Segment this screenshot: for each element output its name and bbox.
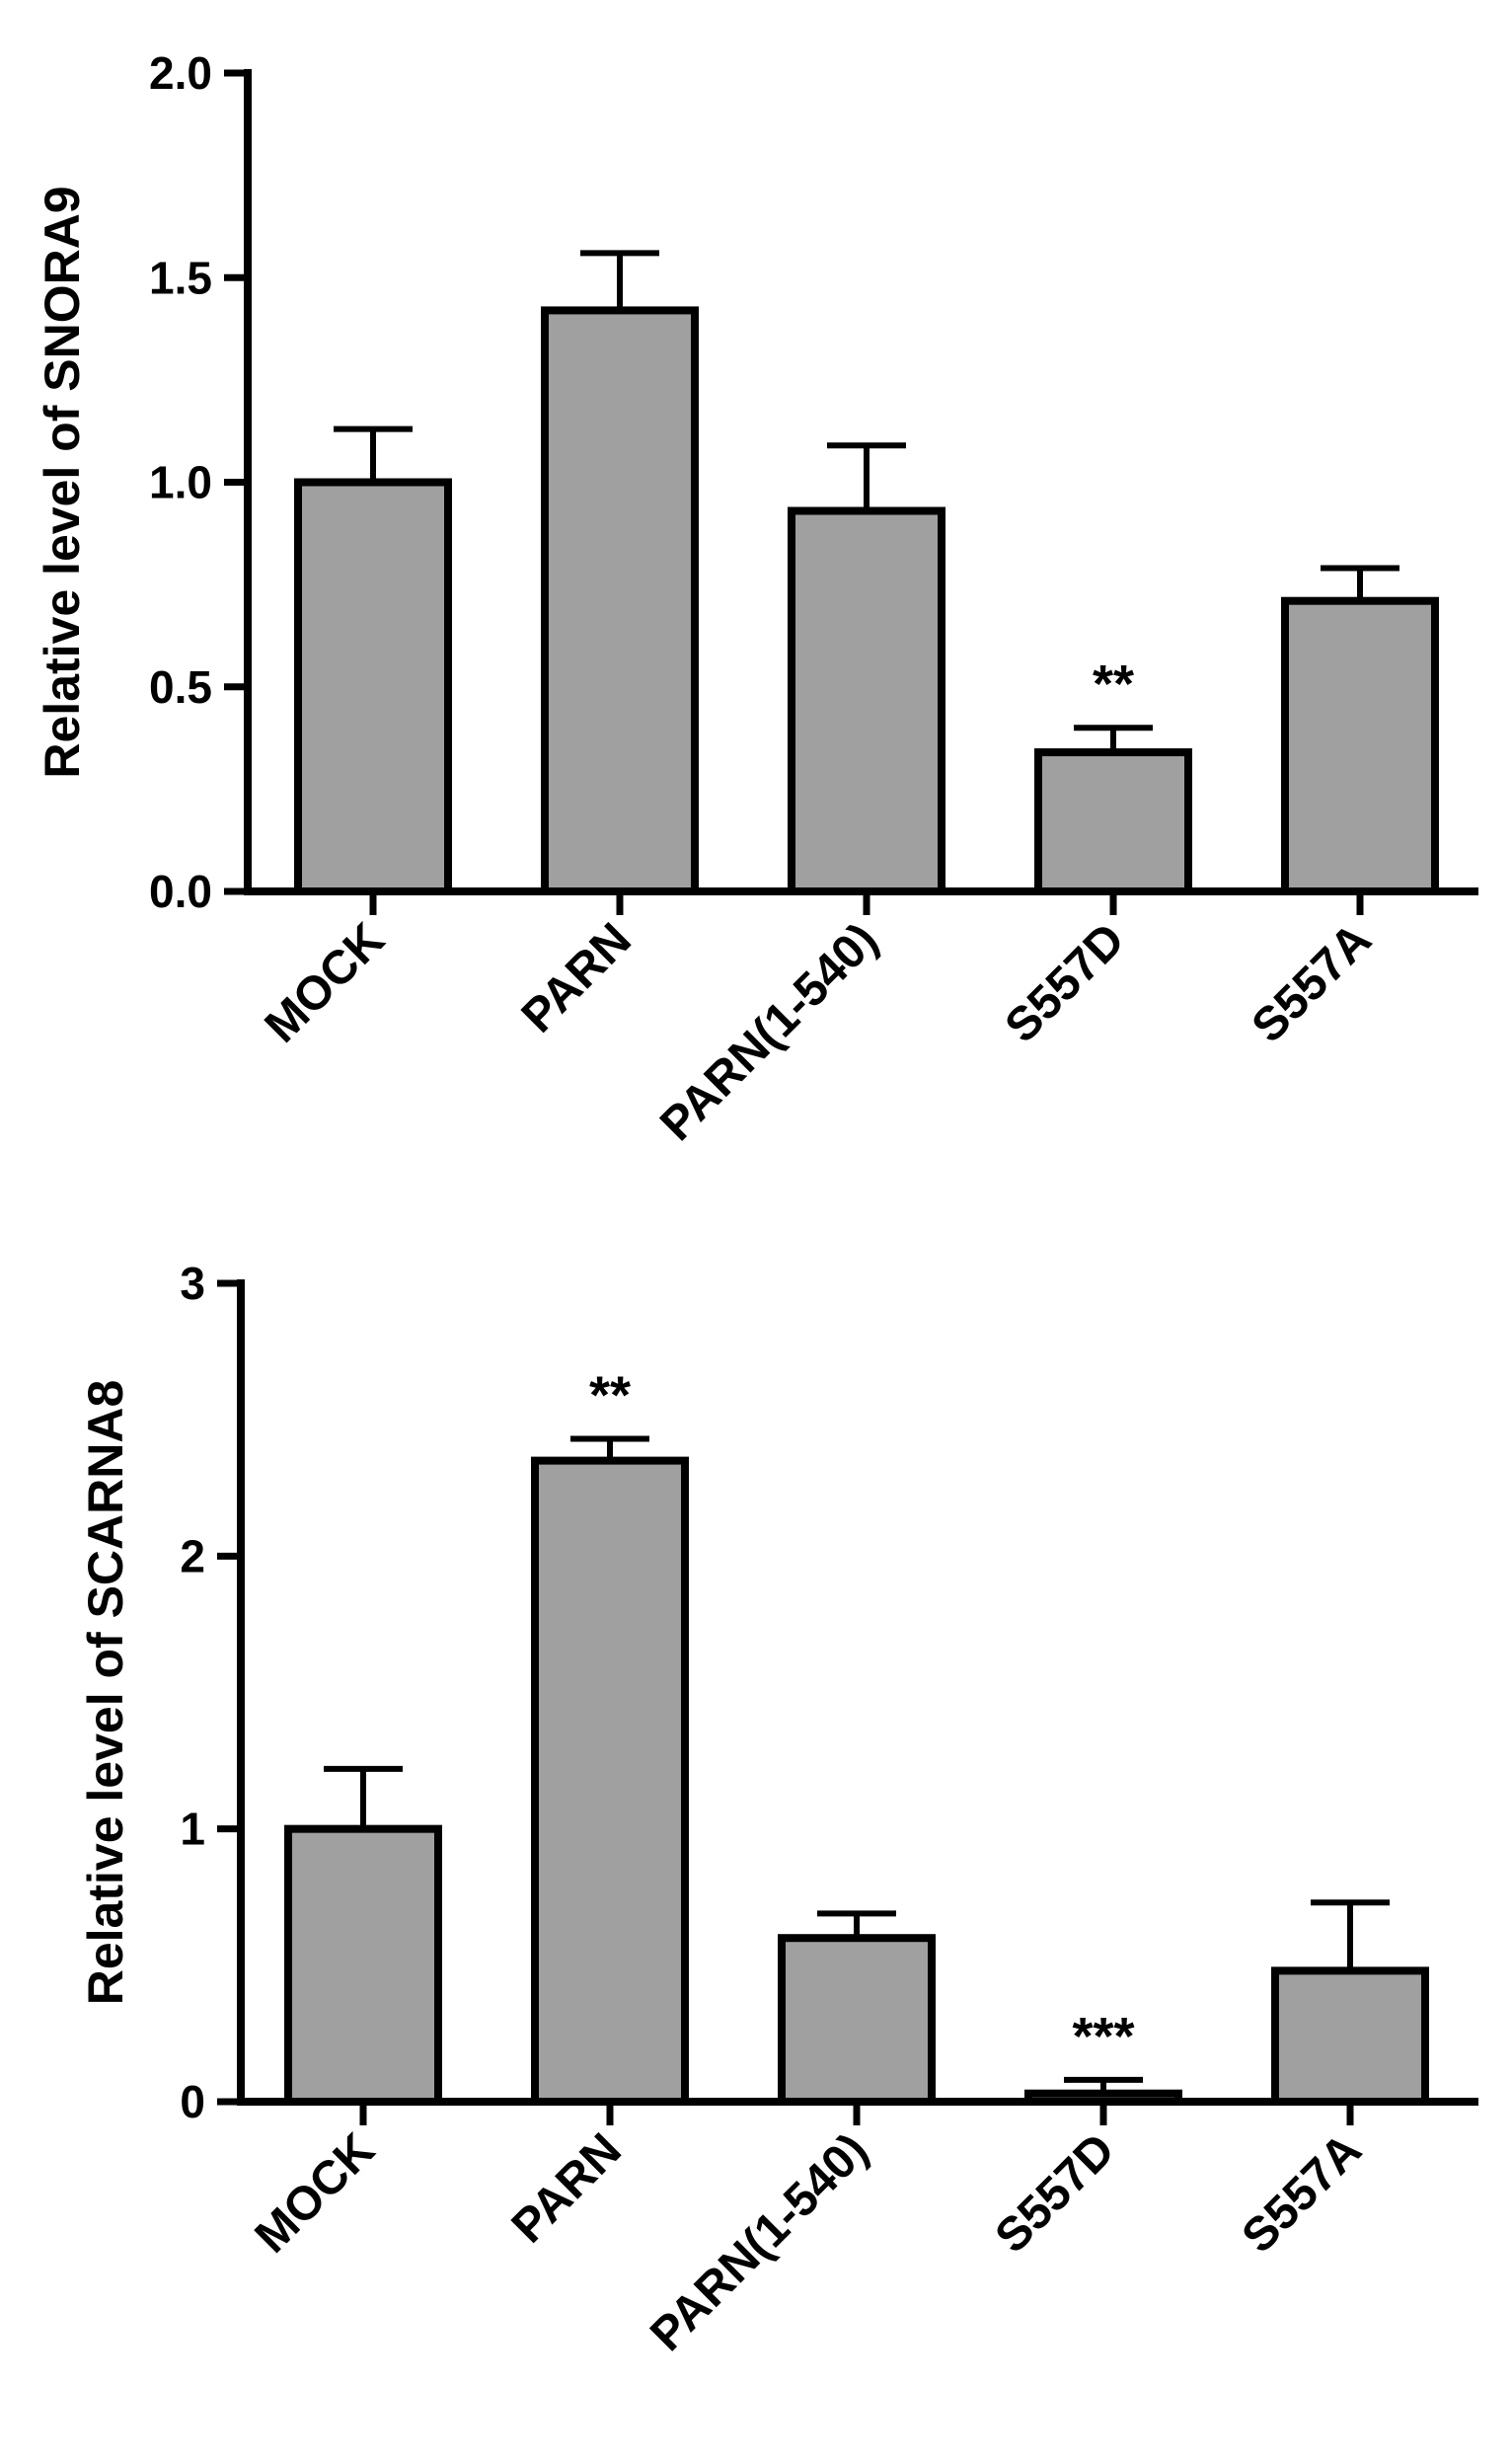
bar-4 [1281,596,1439,896]
x-tick-label-3: S557D [996,913,1135,1052]
x-tick-label-1: PARN [512,913,642,1042]
x-tick-label-2: PARN(1-540) [650,913,888,1151]
significance-label-3: *** [1072,2007,1134,2066]
x-tick-label-2: PARN(1-540) [641,2123,878,2361]
x-tick-label-4: S557A [1233,2123,1372,2263]
bar-1 [531,1456,689,2107]
y-tick-label-3: 1.5 [149,252,212,303]
bar-4 [1271,1966,1429,2106]
x-tick-label-1: PARN [502,2123,632,2253]
x-tick-label-4: S557A [1243,913,1382,1052]
y-tick-label-1: 1 [180,1804,205,1855]
x-tick-label-0: MOCK [246,2123,385,2263]
bar-1 [541,306,699,896]
bar-0 [294,478,452,895]
y-axis-title: Relative level of SCARNA8 [78,1380,133,2006]
y-axis-title: Relative level of SNORA9 [35,186,90,778]
bar-2 [788,506,945,895]
y-tick-label-2: 1.0 [149,457,212,508]
x-tick-label-3: S557D [986,2123,1125,2263]
bar-0 [284,1824,442,2106]
y-tick-label-3: 3 [180,1258,205,1309]
y-tick-label-0: 0.0 [149,866,212,917]
bar-3 [1034,748,1192,895]
y-tick-label-4: 2.0 [149,47,212,99]
y-tick-label-2: 2 [180,1530,205,1581]
significance-label-1: ** [589,1366,631,1425]
bar-2 [778,1934,936,2106]
x-tick-label-0: MOCK [256,913,395,1052]
y-tick-label-1: 0.5 [149,661,212,713]
y-tick-label-0: 0 [180,2076,205,2127]
chart-snora9: ** 0.0 0.5 1.0 1.5 2.0 MOCK PARN PARN(1-540) S557… [35,47,1478,1151]
significance-label-3: ** [1093,654,1134,714]
